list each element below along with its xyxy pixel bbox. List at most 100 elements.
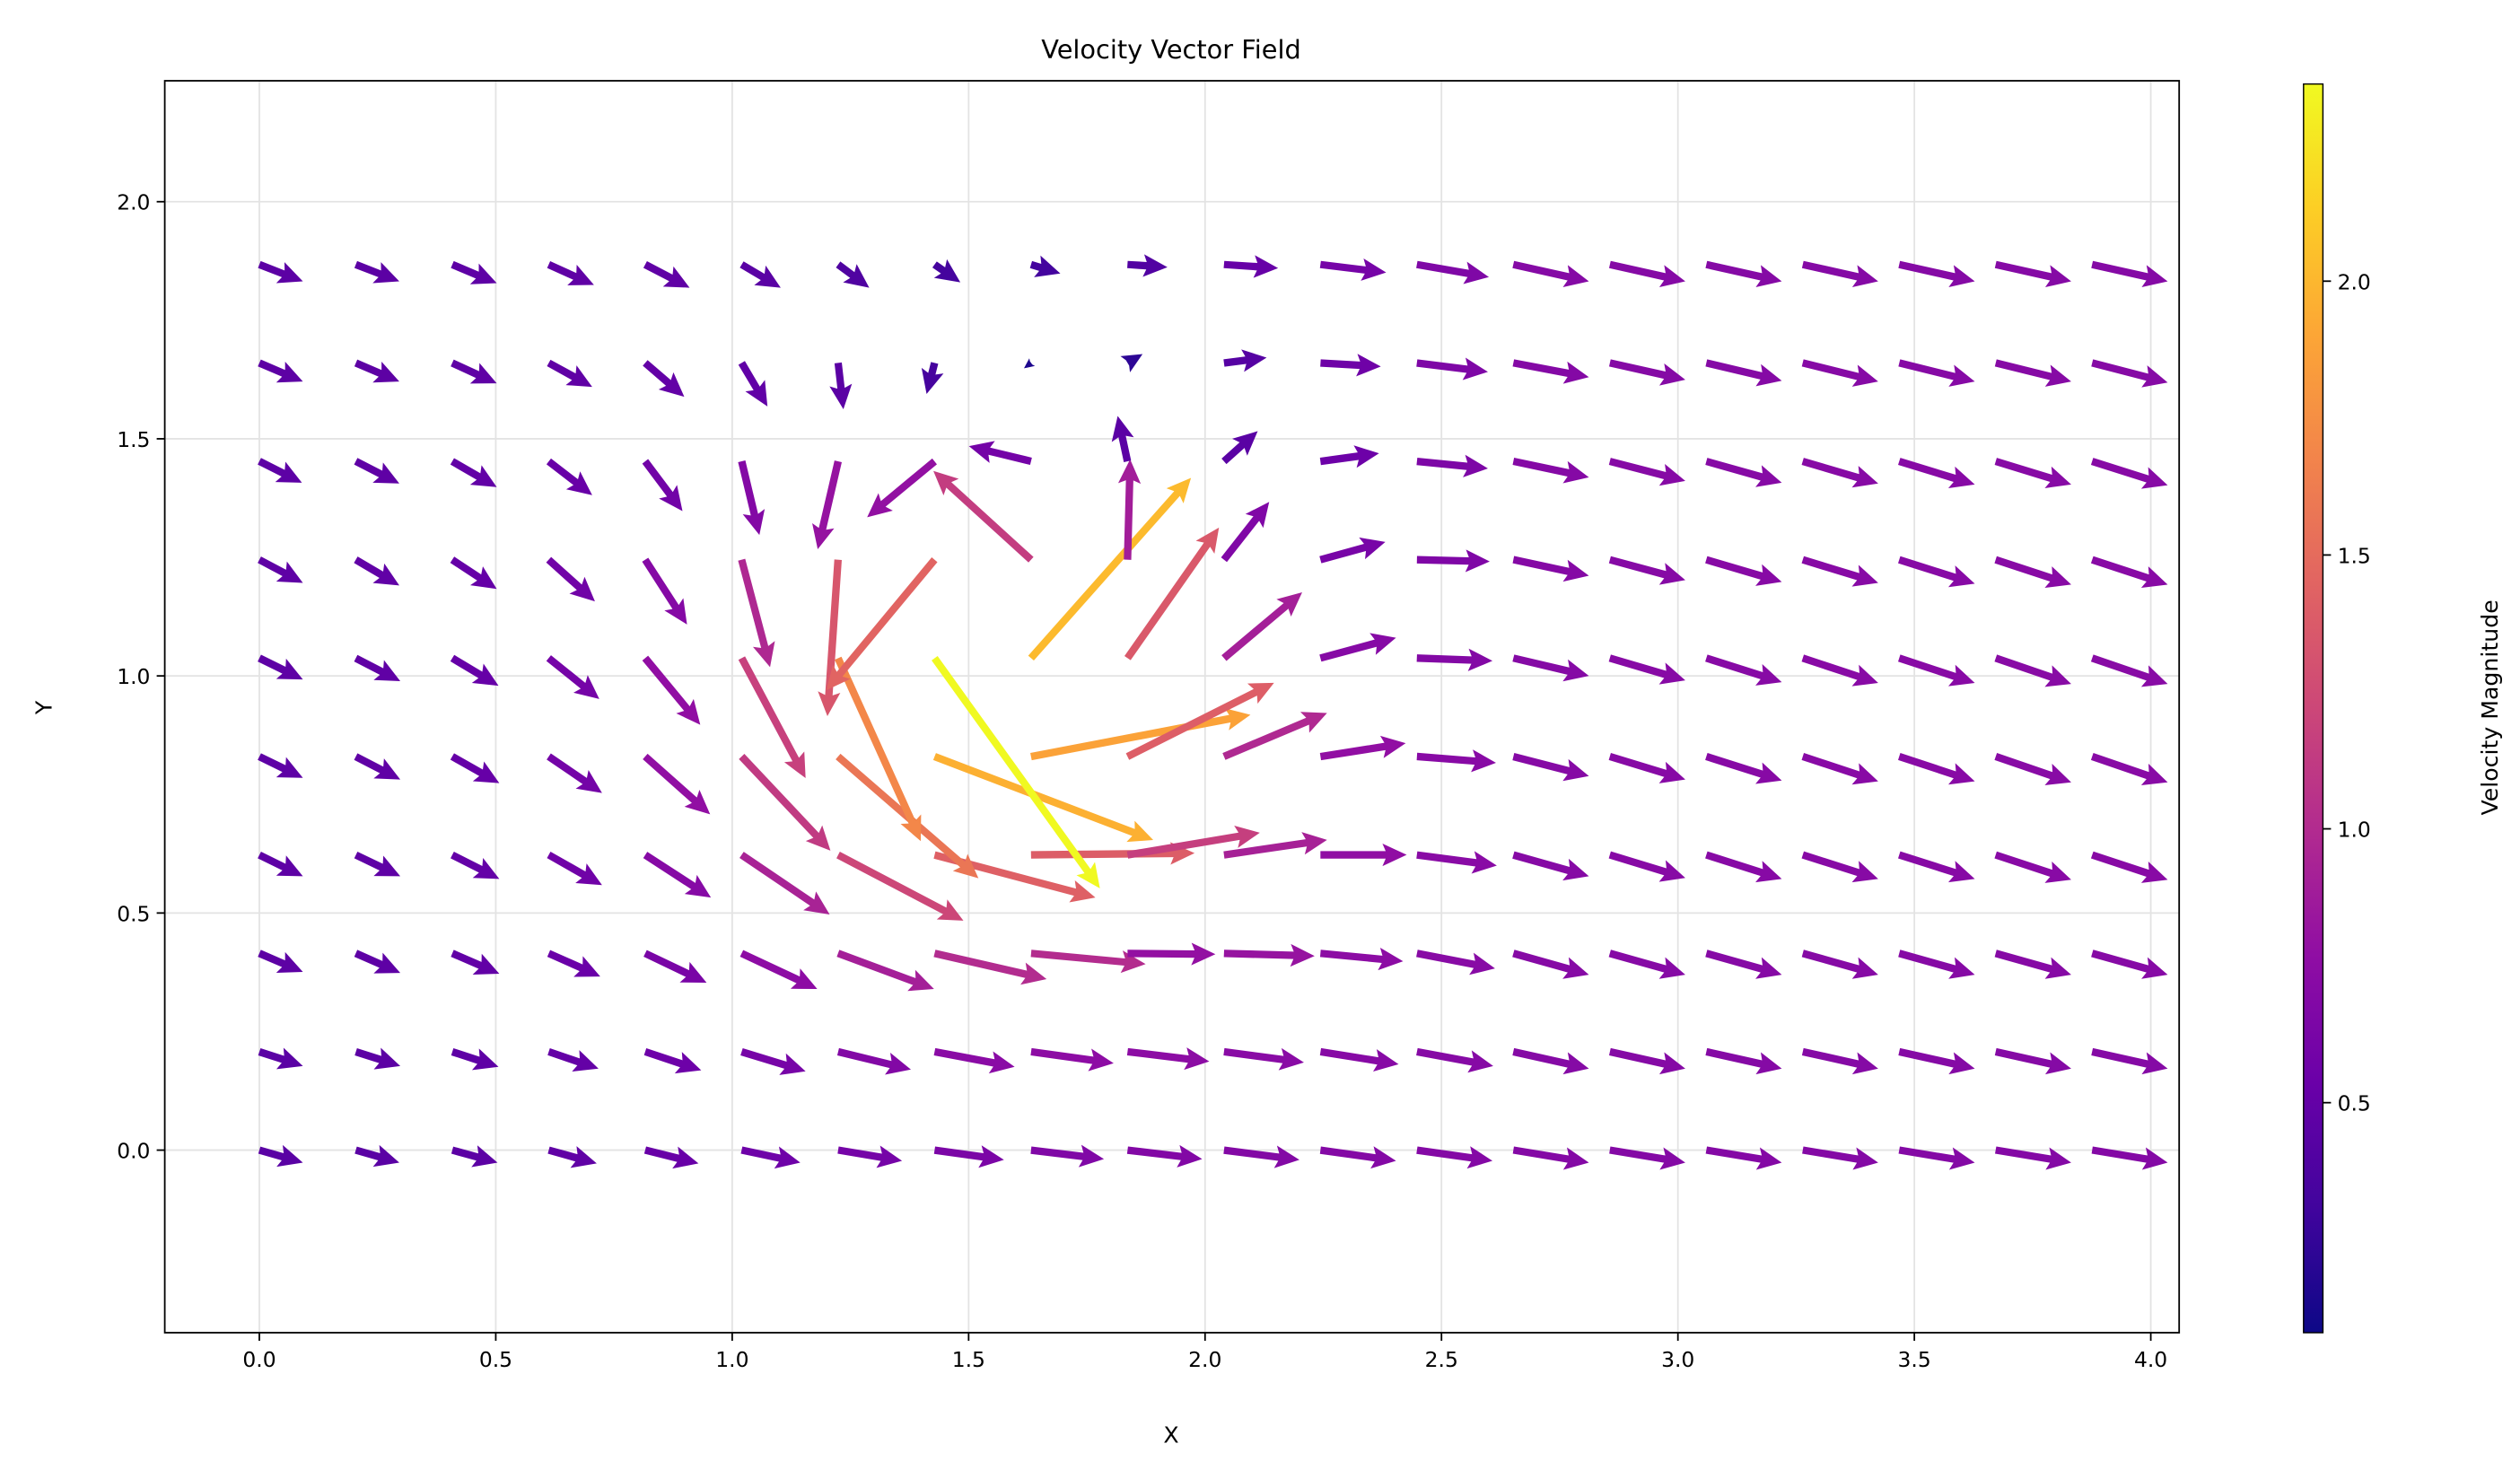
vector-arrow [1994, 458, 2071, 488]
vector-arrow [1994, 359, 2071, 387]
vector-arrow [643, 1048, 702, 1074]
y-tick-label: 0.5 [117, 901, 150, 926]
vector-arrow [1416, 260, 1490, 284]
vector-arrow [1030, 708, 1251, 761]
vector-arrow [547, 1146, 597, 1168]
vector-arrow [1320, 843, 1407, 867]
vector-arrow [1898, 851, 1975, 883]
vector-arrow [1608, 1047, 1685, 1075]
vector-arrow [547, 753, 602, 793]
x-tick-label: 2.0 [1188, 1347, 1221, 1372]
vector-arrow [1030, 949, 1146, 974]
vector-arrow [933, 1047, 1015, 1074]
x-tick-label: 2.5 [1425, 1347, 1458, 1372]
vector-arrow [1319, 948, 1404, 971]
vector-arrow [1416, 1146, 1493, 1169]
grid-lines [164, 81, 2180, 1333]
vector-arrow [450, 753, 500, 783]
vector-arrow [354, 1144, 399, 1168]
vector-arrow [354, 458, 399, 484]
vector-arrow [547, 949, 600, 977]
vector-arrow [739, 852, 830, 914]
vector-arrow [1994, 260, 2071, 288]
vector-arrow [354, 260, 399, 284]
vector-arrow [867, 458, 937, 518]
vector-arrow [836, 851, 964, 921]
vector-arrow [933, 1145, 1004, 1168]
vector-arrow [1416, 357, 1488, 381]
vector-arrow [1223, 832, 1327, 859]
vector-arrow [1801, 556, 1878, 587]
vector-arrow [837, 1145, 903, 1168]
vector-arrow [738, 558, 775, 668]
vector-arrow [1512, 457, 1589, 484]
y-axis-label: Y [31, 700, 57, 715]
y-tick-label: 2.0 [117, 190, 150, 215]
vector-arrow [1127, 254, 1168, 277]
vector-arrow [1801, 752, 1878, 785]
vector-arrow [2091, 949, 2168, 979]
vector-arrow [643, 1146, 699, 1169]
vector-arrow [2090, 654, 2168, 687]
vector-arrow [1126, 1144, 1203, 1168]
vector-arrow [1608, 359, 1685, 386]
vector-arrow [1416, 454, 1488, 477]
vector-arrow [1801, 654, 1878, 687]
vector-arrow [643, 360, 685, 398]
vector-arrow [1705, 1146, 1782, 1170]
vector-arrow [1705, 458, 1782, 487]
vector-arrow [354, 654, 401, 682]
vector-arrow [1801, 1047, 1878, 1075]
vector-arrow [451, 851, 500, 879]
vector-arrow [1705, 1047, 1782, 1075]
vector-arrow [1705, 654, 1782, 686]
colorbar-tick-label: 2.0 [2338, 269, 2371, 294]
vector-arrow [450, 556, 497, 590]
vector-arrow [450, 458, 497, 487]
vector-arrow [258, 851, 303, 877]
vector-arrow [354, 359, 399, 383]
vector-arrow [354, 949, 401, 974]
vector-arrow [1117, 459, 1142, 560]
vector-arrow [546, 556, 595, 602]
vector-arrow [1705, 260, 1782, 288]
vector-arrow [836, 949, 934, 992]
vector-arrow [642, 459, 683, 512]
vector-arrow [1898, 458, 1975, 488]
vector-arrow [258, 753, 303, 778]
vector-arrow [1416, 851, 1497, 874]
vector-arrow [1512, 1047, 1589, 1075]
vector-arrow [1801, 359, 1878, 387]
vector-arrow [451, 1145, 498, 1168]
vector-arrow [354, 753, 401, 780]
vector-arrow [1127, 942, 1216, 966]
vector-arrow [738, 656, 806, 779]
vector-arrow [738, 460, 766, 536]
vector-arrow [1608, 458, 1685, 486]
vector-arrow [1608, 949, 1685, 979]
vector-arrow [1416, 1047, 1493, 1073]
vector-arrow [1801, 260, 1878, 288]
vector-arrow [547, 1048, 599, 1072]
vector-arrow [1120, 354, 1143, 372]
vector-arrow [1126, 825, 1260, 859]
vector-arrow [1124, 527, 1220, 661]
vector-arrow [1994, 851, 2071, 883]
vector-arrow [1512, 556, 1589, 582]
vector-arrow [643, 949, 707, 983]
vector-arrow [1898, 260, 1975, 288]
vector-arrow [451, 1048, 499, 1071]
vector-arrow [1512, 752, 1589, 782]
vector-arrow [1030, 842, 1195, 865]
vector-arrow [546, 655, 599, 699]
vector-arrow [2090, 851, 2168, 883]
vector-arrow [818, 559, 842, 716]
vector-arrow [1223, 1047, 1304, 1071]
vector-arrow [2091, 260, 2168, 288]
vector-arrow [1223, 255, 1279, 278]
vector-arrow [933, 949, 1047, 985]
vector-arrow [258, 458, 302, 483]
vector-arrow [739, 261, 781, 288]
vector-arrow [451, 260, 497, 284]
